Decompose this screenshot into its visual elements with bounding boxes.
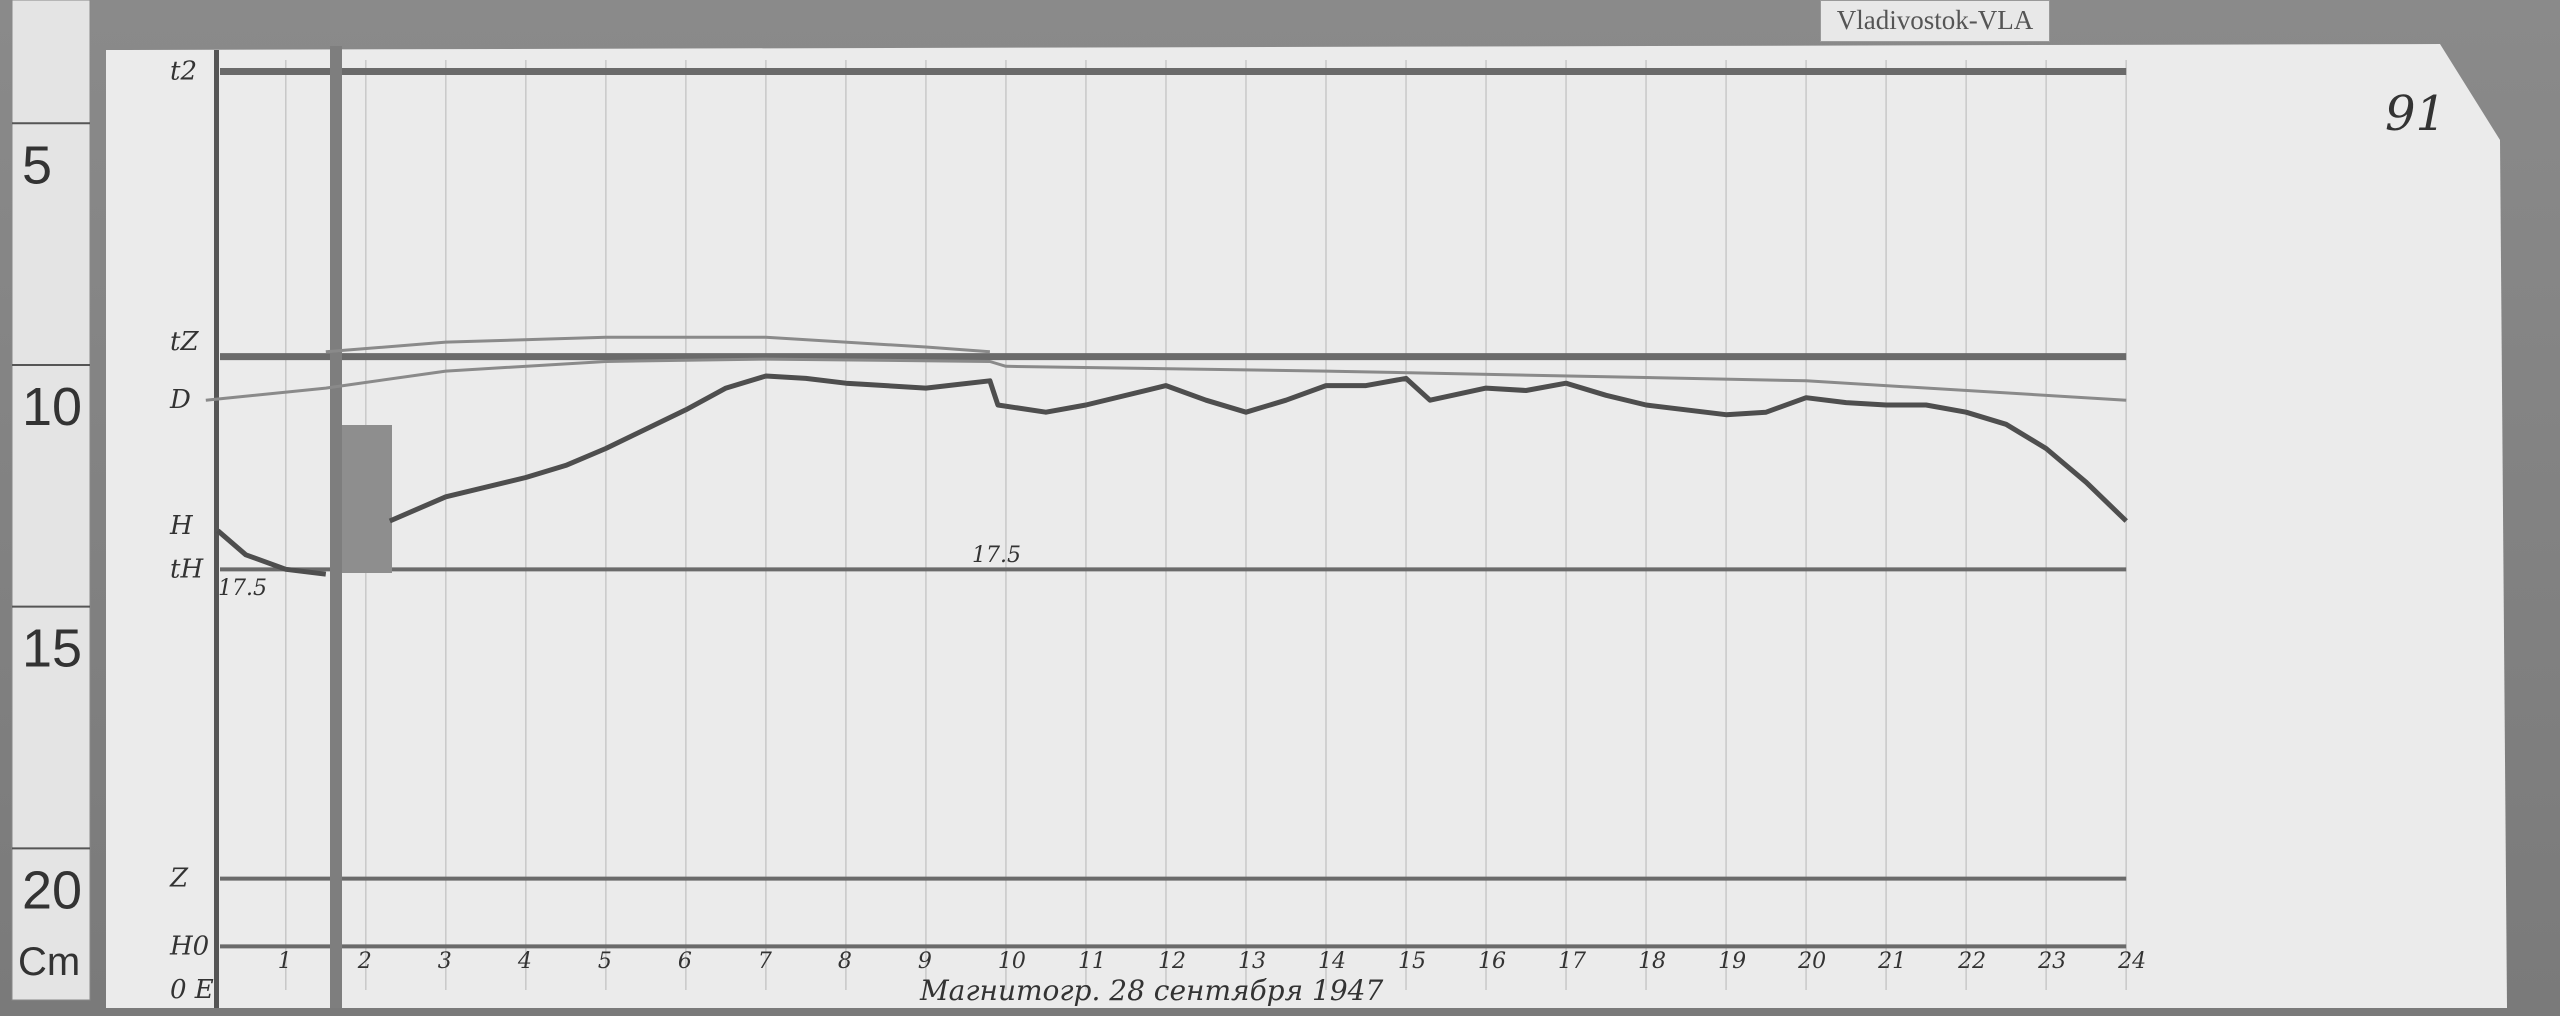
paper-sheet [106,44,2507,1008]
annotation-17-5-left: 17.5 [218,576,267,601]
left-axis [214,50,219,1008]
hour-tick-label: 13 [1238,949,1266,974]
date-caption: Магнитогр. 28 сентября 1947 [919,974,1383,1007]
ruler-tick-label: 20 [22,860,82,920]
channel-label: tH [170,554,204,584]
channel-label: t2 [170,56,197,86]
hour-tick-label: 11 [1078,949,1106,974]
trace-h [216,373,2128,577]
hour-tick-label: 10 [998,949,1026,974]
channel-label: Z [169,864,189,894]
hour-tick-label: 4 [517,949,532,974]
trace-d [205,357,2127,402]
hour-tick-label: 9 [918,949,932,974]
hour-tick-label: 7 [758,949,772,974]
hour-tick-label: 5 [598,949,612,974]
hour-tick-label: 18 [1638,949,1666,974]
hour-tick-label: 8 [838,949,852,974]
time-mark-bar [330,46,342,1008]
annotation-17-5-mid: 17.5 [972,543,1021,568]
sheet-number: 91 [2385,86,2446,142]
ruler-tick-label: 10 [22,377,82,437]
hour-tick-label: 20 [1797,949,1826,974]
ruler-unit: Cm [18,940,80,984]
hour-tick-label: 22 [1957,949,1986,974]
channel-label: D [169,385,191,415]
channel-label: 0 E [170,975,214,1005]
hour-tick-label: 24 [2117,949,2146,974]
ruler [11,0,91,1001]
channel-label: H [169,511,194,541]
channel-label: tZ [170,327,199,357]
hour-tick-label: 16 [1478,949,1506,974]
hour-tick-label: 12 [1158,949,1186,974]
hour-tick-label: 23 [2037,949,2066,974]
ruler-tick-label: 5 [22,135,52,195]
hour-tick-label: 15 [1398,949,1426,974]
ruler-tick-label: 15 [22,619,82,679]
hour-tick-label: 2 [357,949,372,974]
hour-tick-label: 6 [678,949,692,974]
hour-tick-label: 1 [278,949,292,974]
channel-label: H0 [169,931,209,961]
station-tag: Vladivostok-VLA [1820,0,2050,42]
hour-tick-label: 3 [438,949,452,974]
hour-tick-label: 17 [1558,949,1586,974]
hour-tick-label: 14 [1318,949,1346,974]
hour-tick-label: 19 [1718,949,1746,974]
trace-z [325,335,991,354]
hour-tick-label: 21 [1877,949,1906,974]
